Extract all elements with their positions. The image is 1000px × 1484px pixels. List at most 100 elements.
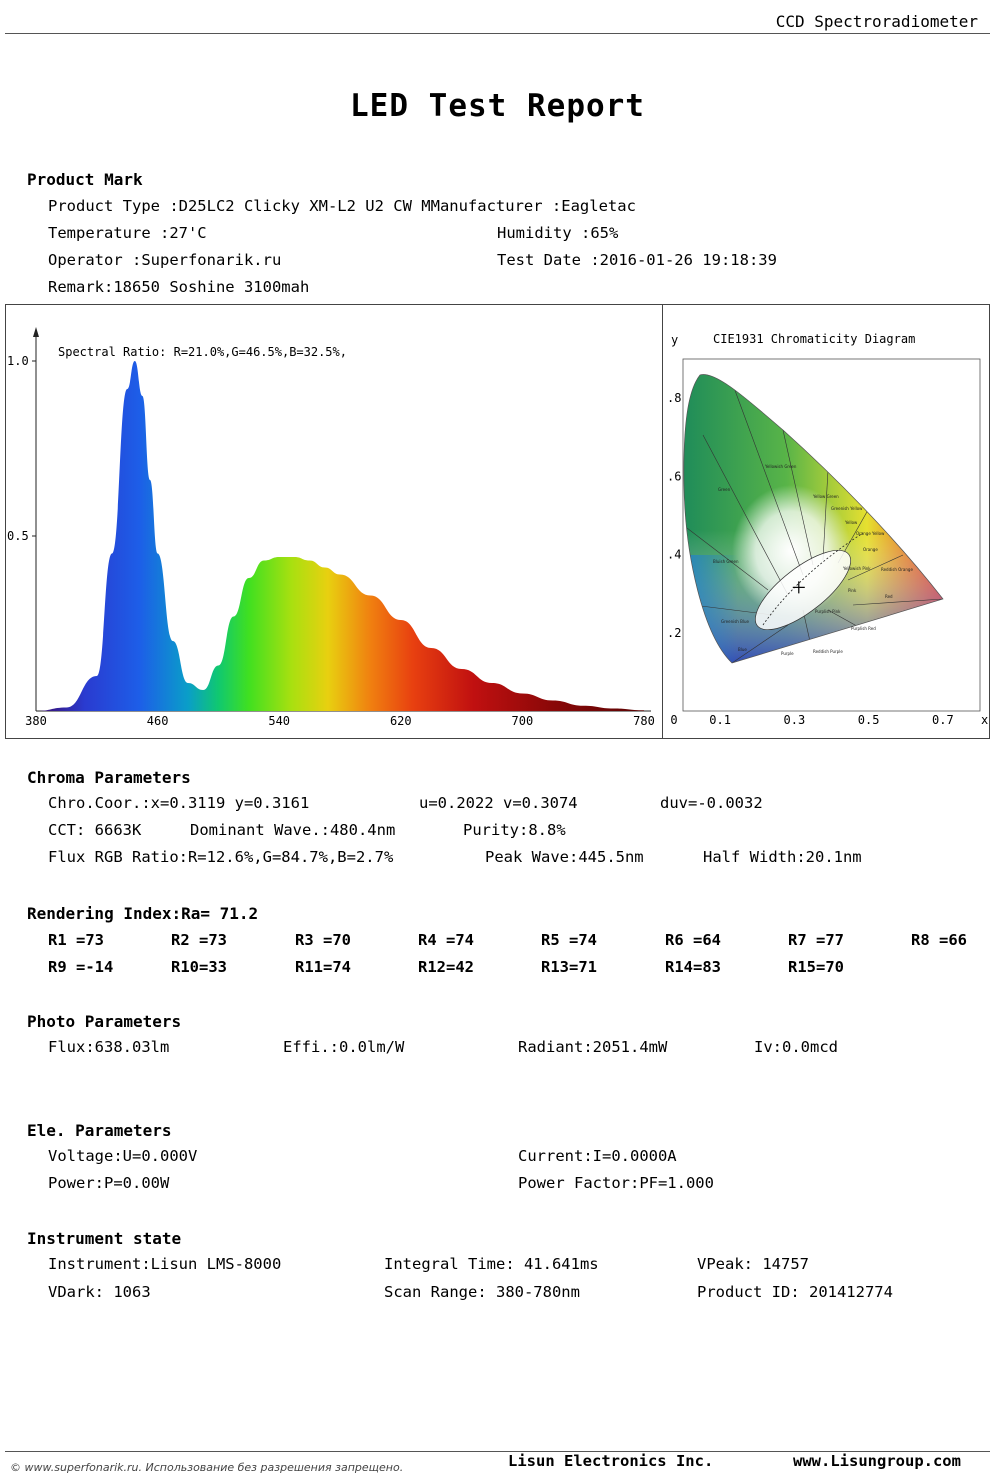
remark: Remark:18650 Soshine 3100mah bbox=[48, 278, 310, 296]
product-mark-heading: Product Mark bbox=[27, 170, 143, 189]
region-line bbox=[852, 598, 943, 606]
cie-white-ellipse bbox=[754, 549, 852, 631]
region-line bbox=[683, 524, 769, 591]
cie-region-label: Orange bbox=[863, 547, 878, 552]
rendering-value-r1: R1 =73 bbox=[48, 931, 104, 949]
report-title: LED Test Report bbox=[350, 88, 645, 124]
integral-time: Integral Time: 41.641ms bbox=[384, 1255, 599, 1273]
vdark: VDark: 1063 bbox=[48, 1283, 151, 1301]
iv: Iv:0.0mcd bbox=[754, 1038, 838, 1056]
chro-coor: Chro.Coor.:x=0.3119 y=0.3161 bbox=[48, 794, 310, 812]
rendering-value-r4: R4 =74 bbox=[418, 931, 474, 949]
rendering-value-r15: R15=70 bbox=[788, 958, 844, 976]
cie-region-label: Greenish Yellow bbox=[831, 506, 863, 511]
uv-coor: u=0.2022 v=0.3074 bbox=[419, 794, 578, 812]
cie-y-tick-label: .8 bbox=[667, 391, 681, 405]
scan-range: Scan Range: 380-780nm bbox=[384, 1283, 580, 1301]
region-line bbox=[731, 624, 789, 663]
humidity: Humidity :65% bbox=[497, 224, 619, 242]
product-type: Product Type :D25LC2 Clicky XM-L2 U2 CW … bbox=[48, 197, 636, 215]
rendering-value-r11: R11=74 bbox=[295, 958, 351, 976]
cie-x-tick-label: 0.7 bbox=[932, 713, 954, 727]
photo-heading: Photo Parameters bbox=[27, 1012, 182, 1031]
spectrum-y-tick-label: 0.5 bbox=[7, 529, 29, 543]
cie-region-label: Reddish Purple bbox=[813, 649, 843, 654]
rendering-value-r10: R10=33 bbox=[171, 958, 227, 976]
cie-region-label: Yellow Green bbox=[812, 494, 839, 499]
cie-region-label-group: Yellowish Green Green Yellow Green Green… bbox=[713, 464, 913, 656]
cie-region-label: Purplish Red bbox=[851, 626, 876, 631]
test-date: Test Date :2016-01-26 19:18:39 bbox=[497, 251, 777, 269]
rendering-value-r3: R3 =70 bbox=[295, 931, 351, 949]
radiant: Radiant:2051.4mW bbox=[518, 1038, 668, 1056]
duv: duv=-0.0032 bbox=[660, 794, 763, 812]
spectrum-area bbox=[36, 361, 644, 711]
cie-horseshoe-outline bbox=[683, 374, 944, 664]
cie-region-label: Bluish Green bbox=[713, 559, 739, 564]
spectrum-x-tick-label: 540 bbox=[268, 714, 290, 728]
cie-x-tick-label: 0 bbox=[670, 713, 677, 727]
instrument-heading: Instrument state bbox=[27, 1229, 182, 1248]
flux-rgb: Flux RGB Ratio:R=12.6%,G=84.7%,B=2.7% bbox=[48, 848, 394, 866]
planckian-locus bbox=[762, 532, 864, 626]
power-factor: Power Factor:PF=1.000 bbox=[518, 1174, 714, 1192]
cie-region-label: Blue bbox=[738, 647, 747, 652]
half-width: Half Width:20.1nm bbox=[703, 848, 862, 866]
instrument-name: Instrument:Lisun LMS-8000 bbox=[48, 1255, 282, 1273]
cie-x-label: x bbox=[981, 713, 988, 727]
y-axis-arrow bbox=[33, 327, 39, 337]
region-line bbox=[847, 554, 904, 581]
cie-y-tick-label: .2 bbox=[667, 626, 681, 640]
region-line bbox=[702, 434, 789, 596]
rendering-value-r13: R13=71 bbox=[541, 958, 597, 976]
purity: Purity:8.8% bbox=[463, 821, 566, 839]
cie-diagram: y CIE1931 Chromaticity Diagram bbox=[667, 332, 988, 727]
cie-gamut bbox=[683, 374, 943, 663]
voltage: Voltage:U=0.000V bbox=[48, 1147, 198, 1165]
rendering-heading: Rendering Index:Ra= 71.2 bbox=[27, 904, 259, 923]
company-name: Lisun Electronics Inc. bbox=[508, 1452, 714, 1470]
spectrum-x-tick-label: 700 bbox=[512, 714, 534, 728]
dominant-wave: Dominant Wave.:480.4nm bbox=[190, 821, 396, 839]
region-line bbox=[782, 429, 814, 566]
cie-region-label: Pink bbox=[848, 588, 857, 593]
cie-x-tick-label: 0.1 bbox=[709, 713, 731, 727]
cie-x-tick-label: 0.3 bbox=[784, 713, 806, 727]
region-line bbox=[822, 469, 829, 561]
operator: Operator :Superfonarik.ru bbox=[48, 251, 282, 269]
manufacturer-value: Manufacturer :Eagletac bbox=[430, 197, 636, 215]
flux: Flux:638.03lm bbox=[48, 1038, 170, 1056]
product-id: Product ID: 201412774 bbox=[697, 1283, 893, 1301]
cie-title: CIE1931 Chromaticity Diagram bbox=[713, 332, 915, 346]
spectrum-y-tick-label: 1.0 bbox=[7, 354, 29, 368]
vpeak: VPeak: 14757 bbox=[697, 1255, 809, 1273]
spectrum-x-tick-label: 780 bbox=[633, 714, 655, 728]
ele-heading: Ele. Parameters bbox=[27, 1121, 172, 1140]
cie-white-area bbox=[683, 374, 943, 663]
cie-region-label: Reddish Orange bbox=[881, 567, 913, 572]
company-website: www.Lisungroup.com bbox=[793, 1452, 961, 1470]
cie-region-label: Yellow bbox=[844, 520, 858, 525]
rendering-value-r5: R5 =74 bbox=[541, 931, 597, 949]
rendering-value-r2: R2 =73 bbox=[171, 931, 227, 949]
cie-region-label: Red bbox=[885, 594, 893, 599]
cie-y-tick-label: .6 bbox=[667, 469, 681, 483]
cie-region-label: Purplish Pink bbox=[815, 609, 841, 614]
current: Current:I=0.0000A bbox=[518, 1147, 677, 1165]
cie-plot-frame bbox=[682, 358, 981, 712]
region-line bbox=[732, 384, 804, 576]
rendering-value-r12: R12=42 bbox=[418, 958, 474, 976]
copyright-notice: © www.superfonarik.ru. Использование без… bbox=[10, 1461, 404, 1474]
cie-region-label: Yellowish Green bbox=[764, 464, 797, 469]
rendering-value-r14: R14=83 bbox=[665, 958, 721, 976]
instrument-type: CCD Spectroradiometer bbox=[775, 12, 978, 31]
cie-x-tick-label: 0.5 bbox=[858, 713, 880, 727]
cie-region-label: Orange Yellow bbox=[856, 531, 885, 536]
temperature: Temperature :27'C bbox=[48, 224, 207, 242]
charts-panel: 380 460 540 620 700 780 1.0 0.5 Spectral Ratio… bbox=[5, 304, 990, 739]
spectrum-x-tick-label: 460 bbox=[147, 714, 169, 728]
spectral-ratio-label: Spectral Ratio: R=21.0%,G=46.5%,B=32.5%, bbox=[58, 345, 347, 359]
cie-y-label: y bbox=[671, 333, 678, 347]
cie-region-label: Greenish Blue bbox=[721, 619, 750, 624]
cie-y-tick-label: .4 bbox=[667, 548, 681, 562]
